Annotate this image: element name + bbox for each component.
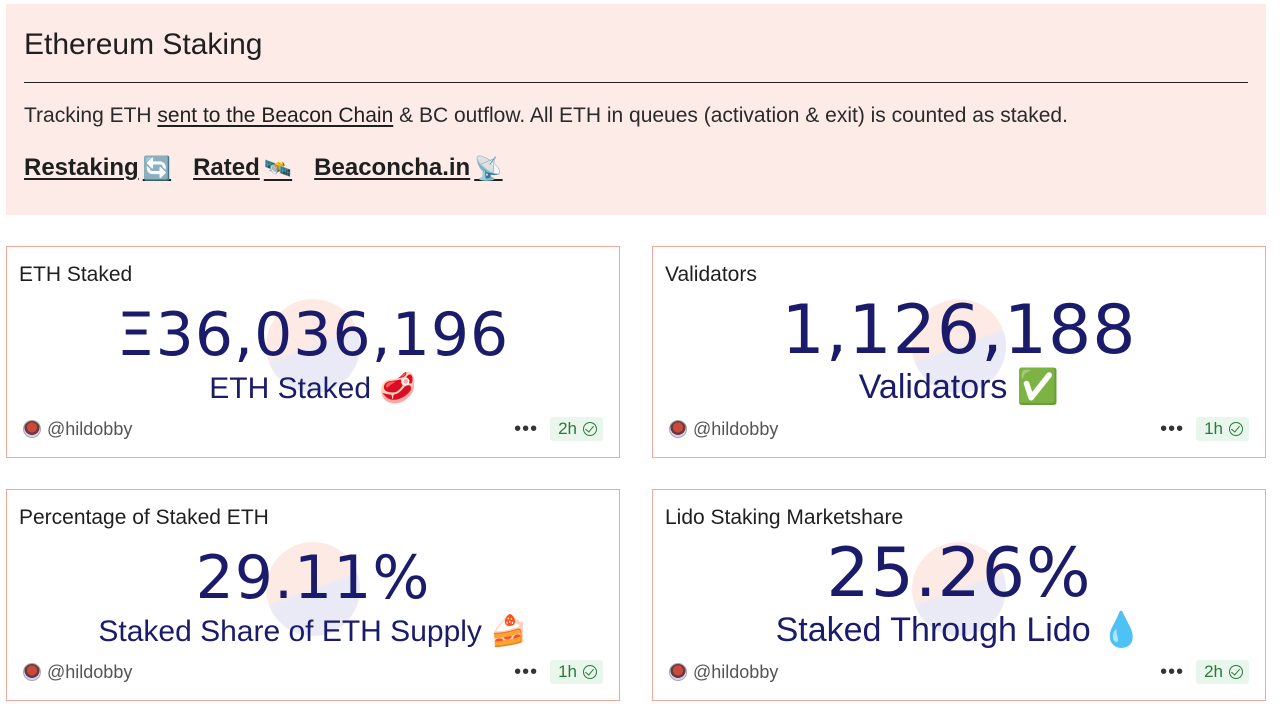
restaking-link[interactable]: Restaking 🔄 xyxy=(24,154,171,182)
card-footer: @hildobby ••• 2h xyxy=(669,658,1249,686)
card-title: Lido Staking Marketshare xyxy=(665,506,904,529)
desc-suffix: & BC outflow. All ETH in queues (activat… xyxy=(393,104,1068,127)
card-subtitle: ETH Staked 🥩 xyxy=(209,372,417,405)
beaconchain-link[interactable]: Beaconcha.in 📡 xyxy=(314,154,502,182)
header-links: Restaking 🔄 Rated 🛰️ Beaconcha.in 📡 xyxy=(24,154,503,182)
freshness-label: 1h xyxy=(558,662,577,681)
watermark-logo xyxy=(912,542,1006,636)
check-circle-icon xyxy=(583,665,597,679)
rated-link[interactable]: Rated 🛰️ xyxy=(193,154,292,182)
counter-card-validators[interactable]: Validators 1,126,188 Validators ✅ @hildo… xyxy=(652,246,1266,458)
header-description: Tracking ETH sent to the Beacon Chain & … xyxy=(24,104,1068,128)
card-subtitle: Validators ✅ xyxy=(858,368,1060,406)
freshness-label: 2h xyxy=(558,419,577,438)
freshness-badge[interactable]: 1h xyxy=(1196,417,1249,441)
card-title: Validators xyxy=(665,263,757,286)
card-value: 25.26% xyxy=(826,534,1092,613)
restaking-link-label: Restaking xyxy=(24,154,139,181)
counter-card-eth-staked[interactable]: ETH Staked Ξ36,036,196 ETH Staked 🥩 @hil… xyxy=(6,246,620,458)
header-divider xyxy=(24,82,1248,83)
watermark-logo xyxy=(912,299,1006,393)
desc-prefix: Tracking ETH xyxy=(24,104,158,127)
check-circle-icon xyxy=(1229,422,1243,436)
satellite-icon: 🛰️ xyxy=(263,155,293,182)
more-options-icon[interactable]: ••• xyxy=(514,418,539,440)
card-footer: @hildobby ••• 1h xyxy=(669,415,1249,443)
card-footer: @hildobby ••• 1h xyxy=(23,658,603,686)
page-title: Ethereum Staking xyxy=(24,28,263,61)
more-options-icon[interactable]: ••• xyxy=(1160,418,1185,440)
author-name: @hildobby xyxy=(693,418,779,439)
watermark-logo xyxy=(266,299,360,393)
beacon-chain-link[interactable]: sent to the Beacon Chain xyxy=(157,104,394,127)
check-circle-icon xyxy=(1229,665,1243,679)
counter-card-staked-percentage[interactable]: Percentage of Staked ETH 29.11% Staked S… xyxy=(6,489,620,701)
card-title: Percentage of Staked ETH xyxy=(19,506,269,529)
check-circle-icon xyxy=(583,422,597,436)
more-options-icon[interactable]: ••• xyxy=(514,661,539,683)
avatar xyxy=(23,663,41,681)
freshness-badge[interactable]: 2h xyxy=(1196,660,1249,684)
rated-link-label: Rated xyxy=(193,154,260,181)
avatar xyxy=(23,420,41,438)
counter-card-lido-marketshare[interactable]: Lido Staking Marketshare 25.26% Staked T… xyxy=(652,489,1266,701)
author-name: @hildobby xyxy=(47,418,133,439)
author-name: @hildobby xyxy=(47,661,133,682)
watermark-logo xyxy=(266,542,360,636)
card-subtitle: Staked Share of ETH Supply 🍰 xyxy=(98,615,528,648)
freshness-label: 2h xyxy=(1204,662,1223,681)
avatar xyxy=(669,663,687,681)
card-value: 1,126,188 xyxy=(781,291,1137,370)
card-value: Ξ36,036,196 xyxy=(116,300,510,370)
author-link[interactable]: @hildobby xyxy=(23,662,132,683)
card-subtitle: Staked Through Lido 💧 xyxy=(775,611,1143,649)
author-link[interactable]: @hildobby xyxy=(669,419,778,440)
freshness-label: 1h xyxy=(1204,419,1223,438)
refresh-icon: 🔄 xyxy=(142,155,172,182)
dashboard-header: Ethereum Staking Tracking ETH sent to th… xyxy=(6,4,1266,215)
beaconchain-link-label: Beaconcha.in xyxy=(314,154,471,181)
author-link[interactable]: @hildobby xyxy=(23,419,132,440)
freshness-badge[interactable]: 2h xyxy=(550,417,603,441)
card-title: ETH Staked xyxy=(19,263,133,286)
card-value: 29.11% xyxy=(195,543,431,613)
author-name: @hildobby xyxy=(693,661,779,682)
more-options-icon[interactable]: ••• xyxy=(1160,661,1185,683)
author-link[interactable]: @hildobby xyxy=(669,662,778,683)
freshness-badge[interactable]: 1h xyxy=(550,660,603,684)
card-footer: @hildobby ••• 2h xyxy=(23,415,603,443)
avatar xyxy=(669,420,687,438)
satellite-dish-icon: 📡 xyxy=(474,155,503,182)
